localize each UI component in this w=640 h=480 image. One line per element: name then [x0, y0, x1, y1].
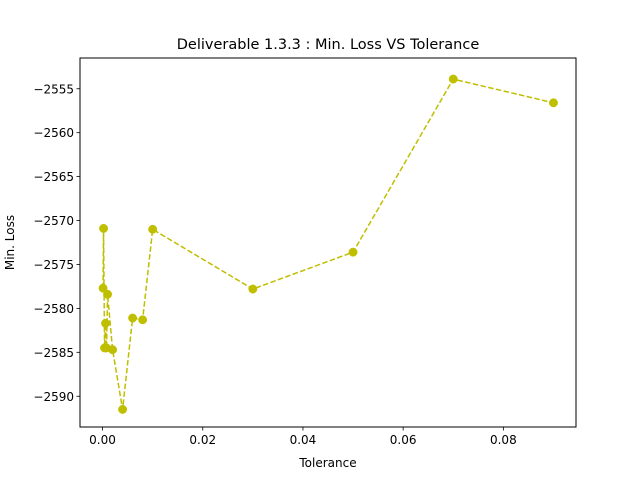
y-tick-label: −2560: [33, 126, 74, 140]
data-point: [448, 74, 458, 84]
data-point: [101, 318, 111, 328]
data-point: [98, 283, 108, 293]
y-tick-label: −2575: [33, 258, 74, 272]
x-tick-label: 0.06: [390, 433, 417, 447]
y-tick-label: −2580: [33, 302, 74, 316]
y-axis: −2555 −2560 −2565 −2570 −2575 −2580 −2585 −2590: [33, 82, 80, 404]
y-tick-label: −2590: [33, 390, 74, 404]
y-tick-label: −2555: [33, 82, 74, 96]
x-tick-label: 0.08: [490, 433, 517, 447]
x-axis-label: Tolerance: [298, 456, 356, 470]
data-point: [549, 98, 558, 108]
data-point: [108, 345, 118, 355]
y-tick-label: −2565: [33, 170, 74, 184]
series-line: [102, 78, 554, 410]
data-point: [348, 247, 358, 257]
data-point: [128, 313, 138, 323]
y-tick-label: −2570: [33, 214, 74, 228]
x-axis: 0.00 0.02 0.04 0.06 0.08: [89, 427, 517, 447]
data-point: [103, 289, 113, 299]
axes-frame: [79, 57, 577, 428]
data-point: [118, 404, 128, 414]
data-point: [248, 284, 258, 294]
chart-title: Deliverable 1.3.3 : Min. Loss VS Toleran…: [177, 37, 480, 53]
data-point: [138, 315, 148, 325]
x-tick-label: 0.04: [290, 433, 317, 447]
data-point: [99, 223, 109, 233]
y-tick-label: −2585: [33, 346, 74, 360]
series-layer: [98, 74, 558, 414]
x-tick-label: 0.00: [89, 433, 116, 447]
x-tick-label: 0.02: [189, 433, 216, 447]
data-point: [148, 224, 158, 234]
y-axis-label: Min. Loss: [3, 215, 17, 270]
